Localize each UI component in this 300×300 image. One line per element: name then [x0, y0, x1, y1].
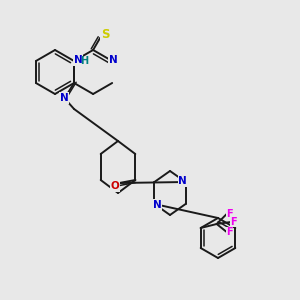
Text: F: F	[230, 217, 237, 227]
Text: N: N	[178, 176, 187, 186]
Text: H: H	[80, 56, 88, 67]
Text: N: N	[109, 55, 118, 65]
Text: F: F	[226, 209, 233, 219]
Text: N: N	[60, 93, 68, 103]
Text: F: F	[226, 227, 233, 237]
Text: O: O	[111, 181, 120, 191]
Text: N: N	[153, 200, 162, 210]
Text: N: N	[74, 55, 82, 65]
Text: S: S	[101, 28, 110, 41]
